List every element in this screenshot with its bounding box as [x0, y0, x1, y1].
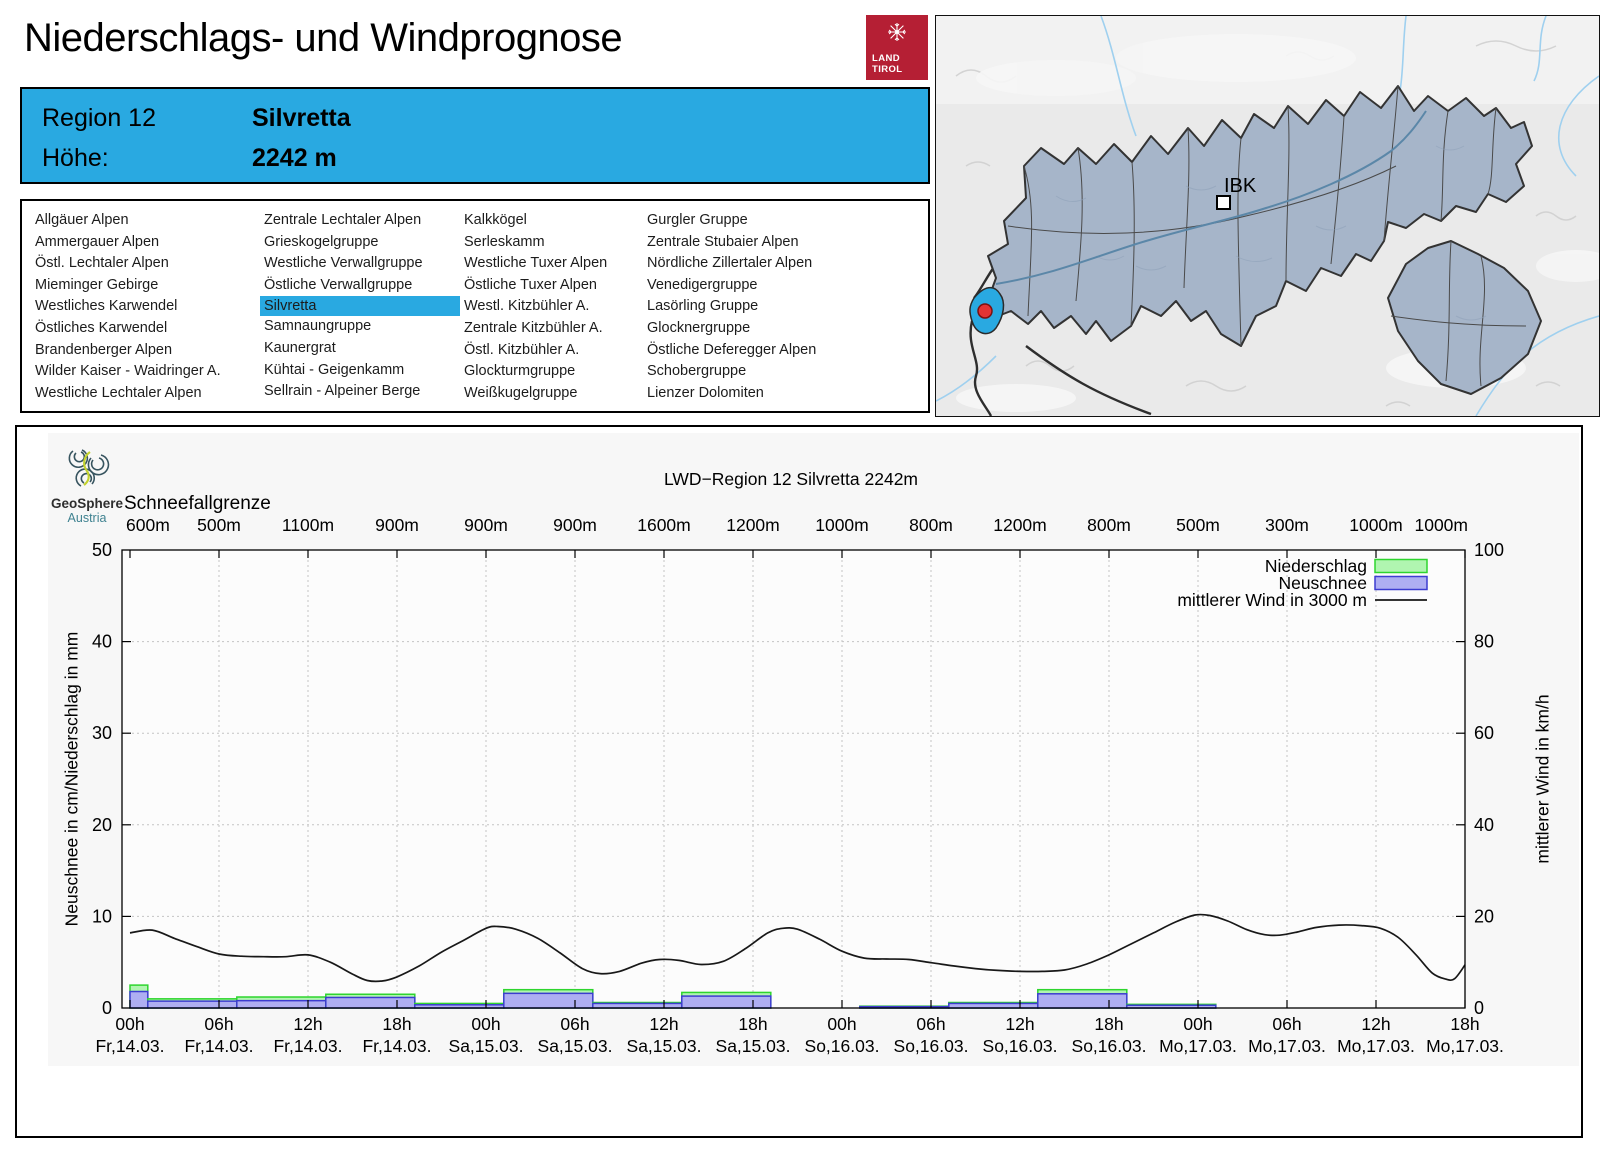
forecast-chart-box: [15, 425, 1583, 1138]
region-list: Allgäuer Alpen Ammergauer Alpen Östl. Lech…: [20, 199, 930, 413]
region-list-item[interactable]: Östliche Deferegger Alpen: [647, 341, 817, 358]
region-list-item[interactable]: Grieskogelgruppe: [264, 233, 379, 250]
geosphere-logo: GeoSphere Austria: [41, 444, 133, 525]
region-list-item[interactable]: Weißkugelgruppe: [464, 384, 578, 401]
region-name: Silvretta: [252, 104, 351, 132]
region-list-item[interactable]: Westliche Tuxer Alpen: [464, 255, 608, 272]
region-list-item[interactable]: Östliche Tuxer Alpen: [464, 276, 597, 293]
region-list-column-1: Allgäuer Alpen Ammergauer Alpen Östl. Lech…: [35, 210, 221, 404]
region-list-column-3: Kalkkögel Serleskamm Westliche Tuxer Alpen…: [464, 210, 607, 404]
region-list-item[interactable]: Zentrale Kitzbühler A.: [464, 319, 603, 336]
region-list-column-4: Gurgler Gruppe Zentrale Stubaier Alpen Nör…: [647, 210, 816, 404]
tirol-eagle-icon: [885, 20, 909, 49]
map-relief-light: [956, 34, 1599, 412]
region-list-item[interactable]: Zentrale Lechtaler Alpen: [264, 212, 422, 228]
map-region-relief: [1055, 145, 1487, 321]
tirol-map-svg[interactable]: IBK: [936, 16, 1599, 416]
region-list-item[interactable]: Zentrale Stubaier Alpen: [647, 233, 799, 250]
region-list-item[interactable]: Kaunergrat: [264, 339, 336, 356]
region-list-item[interactable]: Allgäuer Alpen: [35, 212, 129, 228]
region-list-item[interactable]: Östliche Verwallgruppe: [264, 276, 413, 293]
chart-panel: [48, 433, 1579, 1066]
map-selected-region-dot: [977, 303, 993, 319]
region-list-item[interactable]: Venedigergruppe: [647, 276, 758, 293]
chart-title: LWD−Region 12 Silvretta 2242m: [663, 469, 919, 489]
geosphere-sub: Austria: [67, 511, 107, 525]
map-ibk-label: IBK: [1224, 175, 1257, 197]
region-info-box: Region 12 Silvretta Höhe: 2242 m: [20, 87, 930, 184]
land-tirol-logo: LAND TIROL: [866, 15, 928, 80]
map-inn-river: [995, 110, 1427, 285]
logo-text-land: LAND: [872, 53, 900, 64]
region-list-item[interactable]: Westl. Kitzbühler A.: [464, 298, 590, 315]
map-region-east-tirol[interactable]: [1387, 240, 1542, 395]
region-list-item[interactable]: Samnaungruppe: [264, 318, 372, 335]
logo-text-tirol: TIROL: [872, 63, 903, 75]
region-list-item[interactable]: Gurgler Gruppe: [647, 212, 748, 228]
map-region-north-tirol[interactable]: [983, 85, 1533, 347]
geosphere-logo-icon: [68, 449, 110, 487]
region-list-item[interactable]: Westliche Verwallgruppe: [264, 255, 423, 272]
region-list-item[interactable]: Kalkkögel: [464, 212, 527, 228]
region-list-item[interactable]: Glockturmgruppe: [464, 363, 576, 380]
region-list-item[interactable]: Ammergauer Alpen: [35, 233, 160, 250]
region-list-item[interactable]: Brandenberger Alpen: [35, 341, 173, 358]
region-list-item[interactable]: Schobergruppe: [647, 363, 747, 380]
y-axis-label-left: Neuschnee in cm/Niederschlag in mm: [61, 631, 82, 927]
region-list-item[interactable]: Glocknergruppe: [647, 319, 751, 336]
region-list-item[interactable]: Kühtai - Geigenkamm: [264, 361, 405, 378]
page-title: Niederschlags- und Windprognose: [24, 16, 623, 60]
tirol-map[interactable]: IBK: [935, 15, 1600, 417]
region-list-item[interactable]: Östl. Kitzbühler A.: [464, 341, 580, 358]
map-region-boundaries: [1007, 85, 1527, 387]
region-list-item[interactable]: Nördliche Zillertaler Alpen: [647, 255, 813, 272]
region-list-item[interactable]: Westliches Karwendel: [35, 298, 178, 315]
region-list-column-2: Zentrale Lechtaler Alpen Grieskogelgruppe…: [260, 210, 460, 403]
snowline-label: Schneefallgrenze: [124, 493, 271, 514]
region-list-item-selected[interactable]: Silvretta: [260, 296, 460, 317]
y-axis-label-right: mittlerer Wind in km/h: [1532, 694, 1553, 864]
region-list-item[interactable]: Östliches Karwendel: [35, 319, 168, 336]
region-list-item[interactable]: Lienzer Dolomiten: [647, 384, 764, 401]
region-list-item[interactable]: Lasörling Gruppe: [647, 298, 759, 315]
region-list-item[interactable]: Westliche Lechtaler Alpen: [35, 384, 202, 401]
region-label: Region 12: [42, 104, 156, 132]
altitude-label: Höhe:: [42, 144, 109, 172]
altitude-value: 2242 m: [252, 144, 337, 172]
region-list-item[interactable]: Mieminger Gebirge: [35, 276, 159, 293]
region-list-item[interactable]: Serleskamm: [464, 233, 545, 250]
region-list-item[interactable]: Östl. Lechtaler Alpen: [35, 255, 169, 272]
map-ibk-marker: [1216, 195, 1231, 210]
region-list-item[interactable]: Wilder Kaiser - Waidringer A.: [35, 363, 221, 380]
geosphere-name: GeoSphere: [50, 496, 124, 511]
region-list-item[interactable]: Sellrain - Alpeiner Berge: [264, 383, 421, 400]
